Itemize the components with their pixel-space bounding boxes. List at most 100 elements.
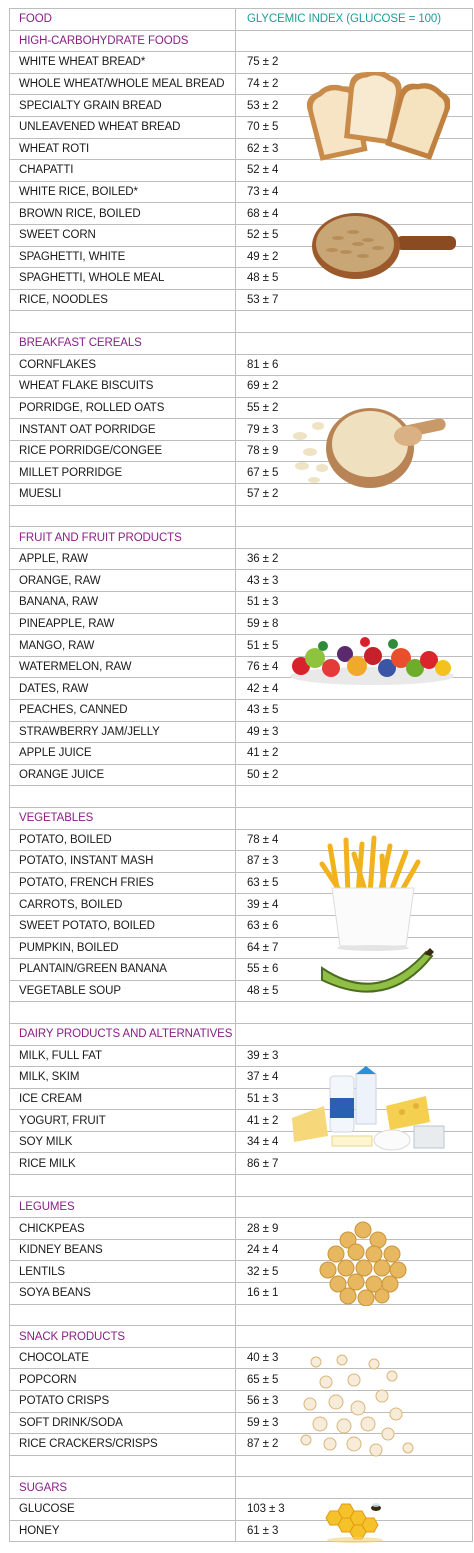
food-name: PLANTAIN/GREEN BANANA [9, 958, 236, 981]
spacer-row [9, 785, 473, 808]
table-row: VEGETABLE SOUP 48 ± 5 [9, 979, 473, 1003]
table-row: PINEAPPLE, RAW 59 ± 8 [9, 612, 473, 636]
food-name: CHOCOLATE [9, 1346, 236, 1370]
gi-value: 81 ± 6 [235, 353, 473, 377]
gi-value: 86 ± 7 [235, 1152, 473, 1176]
gi-value: 48 ± 5 [235, 979, 473, 1003]
gi-value: 32 ± 5 [235, 1260, 473, 1284]
gi-value: 87 ± 3 [235, 850, 473, 873]
gi-value: 40 ± 3 [235, 1346, 473, 1370]
food-name: ICE CREAM [9, 1087, 236, 1111]
food-name: POTATO, INSTANT MASH [9, 850, 236, 873]
gi-value: 37 ± 4 [235, 1066, 473, 1089]
table-row: UNLEAVENED WHEAT BREAD 70 ± 5 [9, 115, 473, 139]
table-row: CARROTS, BOILED 39 ± 4 [9, 893, 473, 916]
gi-value: 59 ± 3 [235, 1411, 473, 1435]
table-row: ORANGE JUICE 50 ± 2 [9, 763, 473, 787]
food-name: GLUCOSE [9, 1497, 236, 1521]
spacer-cell [9, 1303, 236, 1327]
gi-value: 34 ± 4 [235, 1130, 473, 1154]
gi-value: 87 ± 2 [235, 1433, 473, 1456]
table-row: CHAPATTI 52 ± 4 [9, 159, 473, 182]
section-row: LEGUMES [9, 1195, 473, 1219]
section-title: LEGUMES [9, 1195, 236, 1219]
food-name: CHICKPEAS [9, 1217, 236, 1240]
spacer-cell [235, 1303, 473, 1327]
gi-value: 76 ± 4 [235, 655, 473, 679]
spacer-cell [9, 1454, 236, 1478]
spacer-cell [9, 1001, 236, 1024]
table-row: BANANA, RAW 51 ± 3 [9, 591, 473, 614]
food-name: POTATO CRISPS [9, 1390, 236, 1413]
food-name: APPLE JUICE [9, 742, 236, 765]
gi-value: 65 ± 5 [235, 1368, 473, 1391]
section-blank-cell [235, 526, 473, 549]
gi-value: 48 ± 5 [235, 267, 473, 290]
table-row: CHICKPEAS 28 ± 9 [9, 1217, 473, 1240]
gi-value: 59 ± 8 [235, 612, 473, 636]
gi-value: 73 ± 4 [235, 180, 473, 204]
table-row: MILLET PORRIDGE 67 ± 5 [9, 461, 473, 485]
table-row: POPCORN 65 ± 5 [9, 1368, 473, 1391]
spacer-cell [235, 1001, 473, 1024]
section-title: SNACK PRODUCTS [9, 1325, 236, 1348]
gi-value: 55 ± 2 [235, 396, 473, 420]
gi-value: 51 ± 5 [235, 634, 473, 657]
table-row: ORANGE, RAW 43 ± 3 [9, 569, 473, 593]
food-name: BROWN RICE, BOILED [9, 202, 236, 225]
spacer-row [9, 504, 473, 528]
gi-value: 74 ± 2 [235, 72, 473, 96]
table-row: YOGURT, FRUIT 41 ± 2 [9, 1109, 473, 1132]
table-row: CHOCOLATE 40 ± 3 [9, 1346, 473, 1370]
gi-value: 39 ± 3 [235, 1044, 473, 1068]
table-row: WHITE RICE, BOILED* 73 ± 4 [9, 180, 473, 204]
gi-value: 61 ± 3 [235, 1519, 473, 1543]
table-row: POTATO, BOILED 78 ± 4 [9, 828, 473, 852]
spacer-cell [235, 310, 473, 333]
table-row: RICE PORRIDGE/CONGEE 78 ± 9 [9, 439, 473, 463]
food-name: INSTANT OAT PORRIDGE [9, 418, 236, 441]
food-name: SWEET POTATO, BOILED [9, 914, 236, 938]
spacer-cell [9, 310, 236, 333]
table-row: SPAGHETTI, WHOLE MEAL 48 ± 5 [9, 267, 473, 290]
table-row: POTATO CRISPS 56 ± 3 [9, 1390, 473, 1413]
food-name: YOGURT, FRUIT [9, 1109, 236, 1132]
section-title: BREAKFAST CEREALS [9, 331, 236, 355]
spacer-cell [9, 1174, 236, 1197]
food-name: MILK, SKIM [9, 1066, 236, 1089]
food-name: RICE, NOODLES [9, 288, 236, 312]
gi-value: 50 ± 2 [235, 763, 473, 787]
table-row: ICE CREAM 51 ± 3 [9, 1087, 473, 1111]
food-name: KIDNEY BEANS [9, 1238, 236, 1262]
gi-value: 63 ± 6 [235, 914, 473, 938]
gi-value: 52 ± 4 [235, 159, 473, 182]
table-row: SWEET POTATO, BOILED 63 ± 6 [9, 914, 473, 938]
section-row: BREAKFAST CEREALS [9, 331, 473, 355]
gi-value: 79 ± 3 [235, 418, 473, 441]
section-blank-cell [235, 1022, 473, 1046]
table-row: MUESLI 57 ± 2 [9, 483, 473, 506]
table-row: PORRIDGE, ROLLED OATS 55 ± 2 [9, 396, 473, 420]
table-row: INSTANT OAT PORRIDGE 79 ± 3 [9, 418, 473, 441]
section-row: VEGETABLES [9, 806, 473, 830]
gi-value: 49 ± 2 [235, 245, 473, 269]
section-blank-cell [235, 1476, 473, 1499]
food-name: SPAGHETTI, WHOLE MEAL [9, 267, 236, 290]
section-row: SUGARS [9, 1476, 473, 1499]
gi-value: 56 ± 3 [235, 1390, 473, 1413]
food-name: SOFT DRINK/SODA [9, 1411, 236, 1435]
table-row: KIDNEY BEANS 24 ± 4 [9, 1238, 473, 1262]
food-name: WHOLE WHEAT/WHOLE MEAL BREAD [9, 72, 236, 96]
section-title: FRUIT AND FRUIT PRODUCTS [9, 526, 236, 549]
gi-value: 43 ± 3 [235, 569, 473, 593]
section-row: HIGH-CARBOHYDRATE FOODS [9, 29, 473, 53]
table-row: MILK, SKIM 37 ± 4 [9, 1066, 473, 1089]
gi-value: 64 ± 7 [235, 936, 473, 960]
section-title: VEGETABLES [9, 806, 236, 830]
food-name: PUMPKIN, BOILED [9, 936, 236, 960]
food-name: WHITE RICE, BOILED* [9, 180, 236, 204]
gi-value: 39 ± 4 [235, 893, 473, 916]
food-name: RICE CRACKERS/CRISPS [9, 1433, 236, 1456]
food-name: WHITE WHEAT BREAD* [9, 51, 236, 74]
food-name: PORRIDGE, ROLLED OATS [9, 396, 236, 420]
